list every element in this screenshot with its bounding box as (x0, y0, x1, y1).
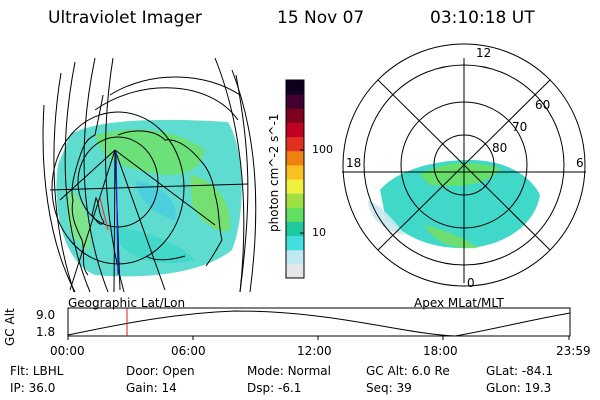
colorbar-swatch (286, 122, 304, 138)
mlt-label-0: 0 (467, 276, 475, 290)
mlat-label-70: 70 (512, 120, 528, 134)
colorbar-swatch (286, 193, 304, 208)
altitude-xtick-1800: 18:00 (423, 344, 458, 358)
status-glat: GLat: -84.1 (486, 364, 553, 378)
colorbar-swatch (286, 150, 304, 166)
mlt-label-12: 12 (476, 46, 492, 60)
colorbar-swatch (286, 80, 304, 95)
status-gc-alt: GC Alt: 6.0 Re (366, 364, 450, 378)
altitude-xtick-0600: 06:00 (171, 344, 206, 358)
intensity-colorbar (285, 79, 305, 279)
colorbar-tick-label-100: 100 (312, 143, 333, 156)
status-door: Door: Open (126, 364, 195, 378)
time-label: 03:10:18 UT (430, 8, 535, 28)
altitude-ytick-low: 1.8 (36, 325, 56, 339)
altitude-xtick-1200: 12:00 (297, 344, 332, 358)
polar-mlat-mlt-panel (342, 43, 586, 287)
colorbar-unit-label: photon cm^-2 s^-1 (267, 113, 281, 232)
colorbar-swatch (286, 263, 304, 279)
geo-subsolar-line (115, 149, 119, 276)
colorbar-swatch (286, 207, 304, 222)
polar-grid (342, 43, 586, 287)
geo-coastlines (71, 94, 223, 276)
mlt-label-6: 6 (576, 156, 584, 170)
mlt-label-18: 18 (346, 156, 362, 170)
geo-panel-label: Geographic Lat/Lon (68, 296, 186, 310)
date-label: 15 Nov 07 (277, 8, 365, 28)
altitude-plot (67, 307, 571, 340)
mlat-label-80: 80 (492, 141, 508, 155)
altitude-plot-frame (67, 307, 571, 337)
colorbar-swatch (286, 108, 304, 123)
polar-auroral-emission (368, 160, 540, 249)
altitude-xtick-2359: 23:59 (556, 344, 591, 358)
altitude-xtick-0000: 00:00 (50, 344, 85, 358)
altitude-ylabel: GC Alt (3, 308, 17, 346)
colorbar-swatch (286, 249, 304, 265)
status-glon: GLon: 19.3 (486, 381, 552, 395)
altitude-ytick-high: 9.0 (36, 308, 56, 322)
altitude-x-ticks (67, 336, 570, 340)
status-gain: Gain: 14 (126, 381, 177, 395)
colorbar-swatch (286, 164, 304, 180)
geo-terminator-segment (99, 197, 109, 231)
colorbar-swatch (286, 136, 304, 152)
status-seq: Seq: 39 (366, 381, 412, 395)
status-filter: Flt: LBHL (10, 364, 64, 378)
altitude-curve (67, 310, 571, 337)
colorbar-swatch (286, 235, 304, 251)
status-mode: Mode: Normal (247, 364, 331, 378)
colorbar-swatch (286, 221, 304, 237)
colorbar-frame (285, 79, 305, 279)
geographic-image-panel (42, 57, 257, 293)
colorbar-swatch (286, 179, 304, 194)
colorbar-tick-label-10: 10 (312, 226, 326, 239)
mlat-label-60: 60 (535, 98, 551, 112)
status-ip: IP: 36.0 (10, 381, 56, 395)
geo-emission-texture (67, 129, 231, 264)
instrument-title: Ultraviolet Imager (48, 8, 202, 28)
colorbar-swatch (286, 94, 304, 109)
polar-panel-label: Apex MLat/MLT (414, 296, 504, 310)
status-dsp: Dsp: -6.1 (247, 381, 302, 395)
